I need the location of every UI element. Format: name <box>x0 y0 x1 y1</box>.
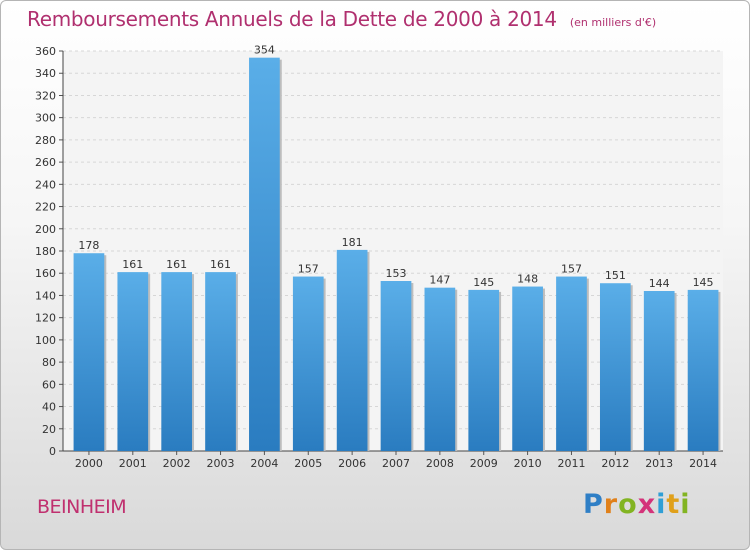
bar <box>643 291 675 451</box>
y-tick-label: 0 <box>49 445 56 458</box>
bar <box>512 286 543 451</box>
y-tick-label: 240 <box>35 178 56 191</box>
bar-value-label: 178 <box>78 239 99 252</box>
bar <box>687 289 719 451</box>
y-tick-label: 360 <box>35 45 56 58</box>
bar <box>599 283 631 451</box>
y-tick-label: 200 <box>35 223 56 236</box>
bar-value-label: 354 <box>254 44 275 57</box>
logo-letter: t <box>666 489 681 520</box>
x-tick-label: 2005 <box>294 457 322 470</box>
bar <box>424 287 456 451</box>
y-tick-label: 100 <box>35 334 56 347</box>
bar-value-label: 145 <box>693 276 714 289</box>
y-tick-label: 260 <box>35 156 56 169</box>
logo-letter: i <box>656 489 667 520</box>
y-tick-label: 80 <box>42 356 56 369</box>
y-tick-label: 140 <box>35 289 56 302</box>
bar-value-label: 157 <box>561 263 582 276</box>
y-tick-label: 340 <box>35 67 56 80</box>
y-tick-label: 40 <box>42 401 56 414</box>
bar <box>556 276 587 451</box>
proxiti-logo: Proxiti <box>583 489 691 520</box>
bar-value-label: 161 <box>166 258 187 271</box>
bar-value-label: 148 <box>517 273 538 286</box>
bar-value-label: 181 <box>342 236 363 249</box>
y-tick-label: 160 <box>35 267 56 280</box>
x-tick-label: 2012 <box>601 457 629 470</box>
bar <box>336 249 368 451</box>
y-tick-label: 320 <box>35 89 56 102</box>
x-tick-label: 2013 <box>645 457 673 470</box>
bar-layer: 178 161 161 161 354 157 181 153 147 145 148 157 151 1… <box>73 44 721 452</box>
bar-value-label: 147 <box>429 274 450 287</box>
y-tick-label: 300 <box>35 112 56 125</box>
x-tick-label: 2009 <box>470 457 498 470</box>
bar-value-label: 153 <box>386 267 407 280</box>
bar-value-label: 151 <box>605 269 626 282</box>
bar <box>117 272 149 451</box>
x-tick-label: 2006 <box>338 457 366 470</box>
bar <box>205 272 236 451</box>
bar <box>292 276 324 451</box>
bar-value-label: 144 <box>649 277 670 290</box>
y-tick-label: 220 <box>35 201 56 214</box>
bar-value-label: 161 <box>210 258 231 271</box>
bar <box>73 253 105 451</box>
x-tick-label: 2010 <box>514 457 542 470</box>
bar <box>468 289 500 451</box>
x-tick-label: 2002 <box>163 457 191 470</box>
bar <box>380 281 412 451</box>
x-tick-label: 2001 <box>119 457 147 470</box>
logo-letter: r <box>603 489 619 520</box>
bar-value-label: 145 <box>473 276 494 289</box>
bar <box>161 272 193 451</box>
y-tick-label: 180 <box>35 245 56 258</box>
x-tick-label: 2000 <box>75 457 103 470</box>
chart-title-line: Remboursements Annuels de la Dette de 20… <box>27 7 656 31</box>
bar-value-label: 161 <box>122 258 143 271</box>
chart-unit-note: (en milliers d'€) <box>569 16 657 29</box>
logo-letter: i <box>680 489 691 520</box>
x-tick-label: 2007 <box>382 457 410 470</box>
y-tick-label: 280 <box>35 134 56 147</box>
y-tick-label: 60 <box>42 378 56 391</box>
place-name: BEINHEIM <box>37 496 127 518</box>
y-tick-label: 120 <box>35 312 56 325</box>
x-tick-label: 2014 <box>689 457 717 470</box>
logo-letter: x <box>637 489 657 520</box>
logo-letter: o <box>618 489 638 520</box>
x-tick-label: 2011 <box>557 457 585 470</box>
chart-title: Remboursements Annuels de la Dette de 20… <box>27 7 557 31</box>
bar <box>249 57 280 452</box>
x-tick-label: 2003 <box>207 457 235 470</box>
x-tick-label: 2004 <box>250 457 278 470</box>
y-tick-label: 20 <box>42 423 56 436</box>
x-tick-label: 2008 <box>426 457 454 470</box>
bar-value-label: 157 <box>298 263 319 276</box>
logo-letter: P <box>583 489 604 520</box>
